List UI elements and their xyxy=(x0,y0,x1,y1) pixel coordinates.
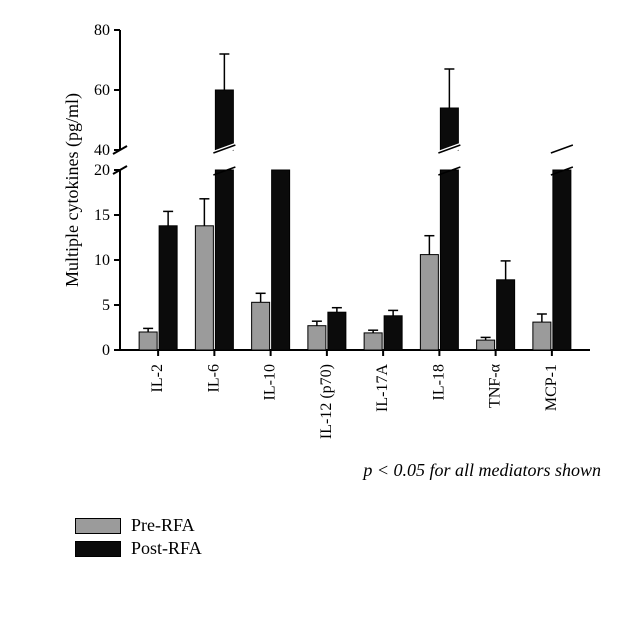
svg-text:5: 5 xyxy=(102,297,110,314)
svg-text:0: 0 xyxy=(102,342,110,359)
legend-swatch-pre xyxy=(75,518,121,534)
p-value-footnote: p < 0.05 for all mediators shown xyxy=(363,460,601,481)
svg-text:40: 40 xyxy=(94,142,110,159)
legend-label-pre: Pre-RFA xyxy=(131,515,195,536)
svg-text:MCP-1: MCP-1 xyxy=(543,364,560,411)
svg-text:10: 10 xyxy=(94,252,110,269)
svg-text:IL-10: IL-10 xyxy=(262,364,279,400)
svg-text:IL-12 (p70): IL-12 (p70) xyxy=(318,364,335,439)
chart-canvas: 0 5 10 15 20 40 60 80 Multiple cytokines (pg/ml)… xyxy=(60,20,600,460)
legend-item-post: Post-RFA xyxy=(75,538,202,559)
svg-text:Multiple cytokines (pg/ml): Multiple cytokines (pg/ml) xyxy=(62,93,83,287)
legend-item-pre: Pre-RFA xyxy=(75,515,202,536)
svg-text:IL-17A: IL-17A xyxy=(374,364,391,412)
svg-text:IL-2: IL-2 xyxy=(149,364,166,392)
svg-text:80: 80 xyxy=(94,22,110,39)
cytokines-bar-chart: 0 5 10 15 20 40 60 80 Multiple cytokines (pg/ml)… xyxy=(60,20,600,600)
svg-text:TNF-α: TNF-α xyxy=(487,363,504,408)
svg-text:IL-6: IL-6 xyxy=(205,364,222,392)
svg-text:20: 20 xyxy=(94,162,110,179)
svg-text:15: 15 xyxy=(94,207,110,224)
svg-text:60: 60 xyxy=(94,82,110,99)
svg-text:IL-18: IL-18 xyxy=(430,364,447,400)
legend: Pre-RFA Post-RFA xyxy=(75,515,202,561)
legend-label-post: Post-RFA xyxy=(131,538,202,559)
legend-swatch-post xyxy=(75,541,121,557)
